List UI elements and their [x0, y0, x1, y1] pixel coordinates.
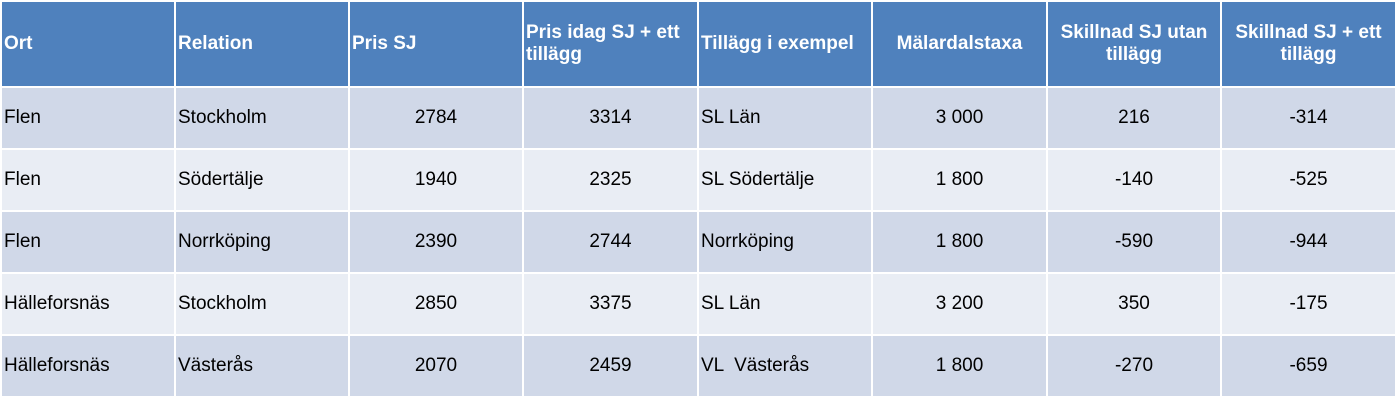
table-cell: Flen [0, 86, 176, 150]
table-cell: 2325 [522, 148, 699, 212]
table-cell: 2459 [522, 334, 699, 398]
table-cell: -175 [1220, 272, 1395, 336]
table-row: Flen Södertälje 1940 2325 SL Södertälje 1 800… [0, 148, 1395, 212]
table-row: Flen Norrköping 2390 2744 Norrköping 1 800 -59… [0, 210, 1395, 274]
table-cell: 2744 [522, 210, 699, 274]
table-cell: -590 [1046, 210, 1222, 274]
table-cell: 2784 [348, 86, 524, 150]
table-cell: 2850 [348, 272, 524, 336]
table-row: Flen Stockholm 2784 3314 SL Län 3 000 216 -314 [0, 86, 1395, 150]
table-cell: -314 [1220, 86, 1395, 150]
table-cell: Västerås [174, 334, 350, 398]
table-cell: Stockholm [174, 86, 350, 150]
table-cell: SL Län [697, 272, 873, 336]
header-row: Ort Relation Pris SJ Pris idag SJ + ett til… [0, 0, 1395, 88]
table-row: Hälleforsnäs Stockholm 2850 3375 SL Län 3 200… [0, 272, 1395, 336]
header-cell: Relation [174, 0, 350, 88]
table-cell: VL Västerås [697, 334, 873, 398]
table-cell: 2070 [348, 334, 524, 398]
table-cell: 1 800 [871, 334, 1048, 398]
header-cell: Skillnad SJ utan tillägg [1046, 0, 1222, 88]
table-cell: -270 [1046, 334, 1222, 398]
table-cell: 216 [1046, 86, 1222, 150]
table-cell: 3375 [522, 272, 699, 336]
header-cell: Mälardalstaxa [871, 0, 1048, 88]
table-cell: -140 [1046, 148, 1222, 212]
price-table: Ort Relation Pris SJ Pris idag SJ + ett til… [0, 0, 1395, 398]
table-cell: 2390 [348, 210, 524, 274]
table-cell: Hälleforsnäs [0, 272, 176, 336]
table-cell: -525 [1220, 148, 1395, 212]
table-body: Flen Stockholm 2784 3314 SL Län 3 000 216 -314 F… [0, 86, 1395, 398]
header-cell: Skillnad SJ + ett tillägg [1220, 0, 1395, 88]
table-cell: 3 000 [871, 86, 1048, 150]
table-cell: Södertälje [174, 148, 350, 212]
table-cell: -944 [1220, 210, 1395, 274]
table-cell: 1 800 [871, 148, 1048, 212]
table-cell: SL Södertälje [697, 148, 873, 212]
table-cell: Flen [0, 148, 176, 212]
table-cell: Flen [0, 210, 176, 274]
table-row: Hälleforsnäs Västerås 2070 2459 VL Västerås 1… [0, 334, 1395, 398]
table-cell: 3314 [522, 86, 699, 150]
header-cell: Pris idag SJ + ett tillägg [522, 0, 699, 88]
table-cell: 350 [1046, 272, 1222, 336]
table-cell: Norrköping [697, 210, 873, 274]
table-cell: Norrköping [174, 210, 350, 274]
table-cell: 3 200 [871, 272, 1048, 336]
table-cell: -659 [1220, 334, 1395, 398]
table-cell: SL Län [697, 86, 873, 150]
table-cell: 1 800 [871, 210, 1048, 274]
header-cell: Tillägg i exempel [697, 0, 873, 88]
table-cell: 1940 [348, 148, 524, 212]
header-cell: Pris SJ [348, 0, 524, 88]
table-cell: Hälleforsnäs [0, 334, 176, 398]
table-cell: Stockholm [174, 272, 350, 336]
header-cell: Ort [0, 0, 176, 88]
